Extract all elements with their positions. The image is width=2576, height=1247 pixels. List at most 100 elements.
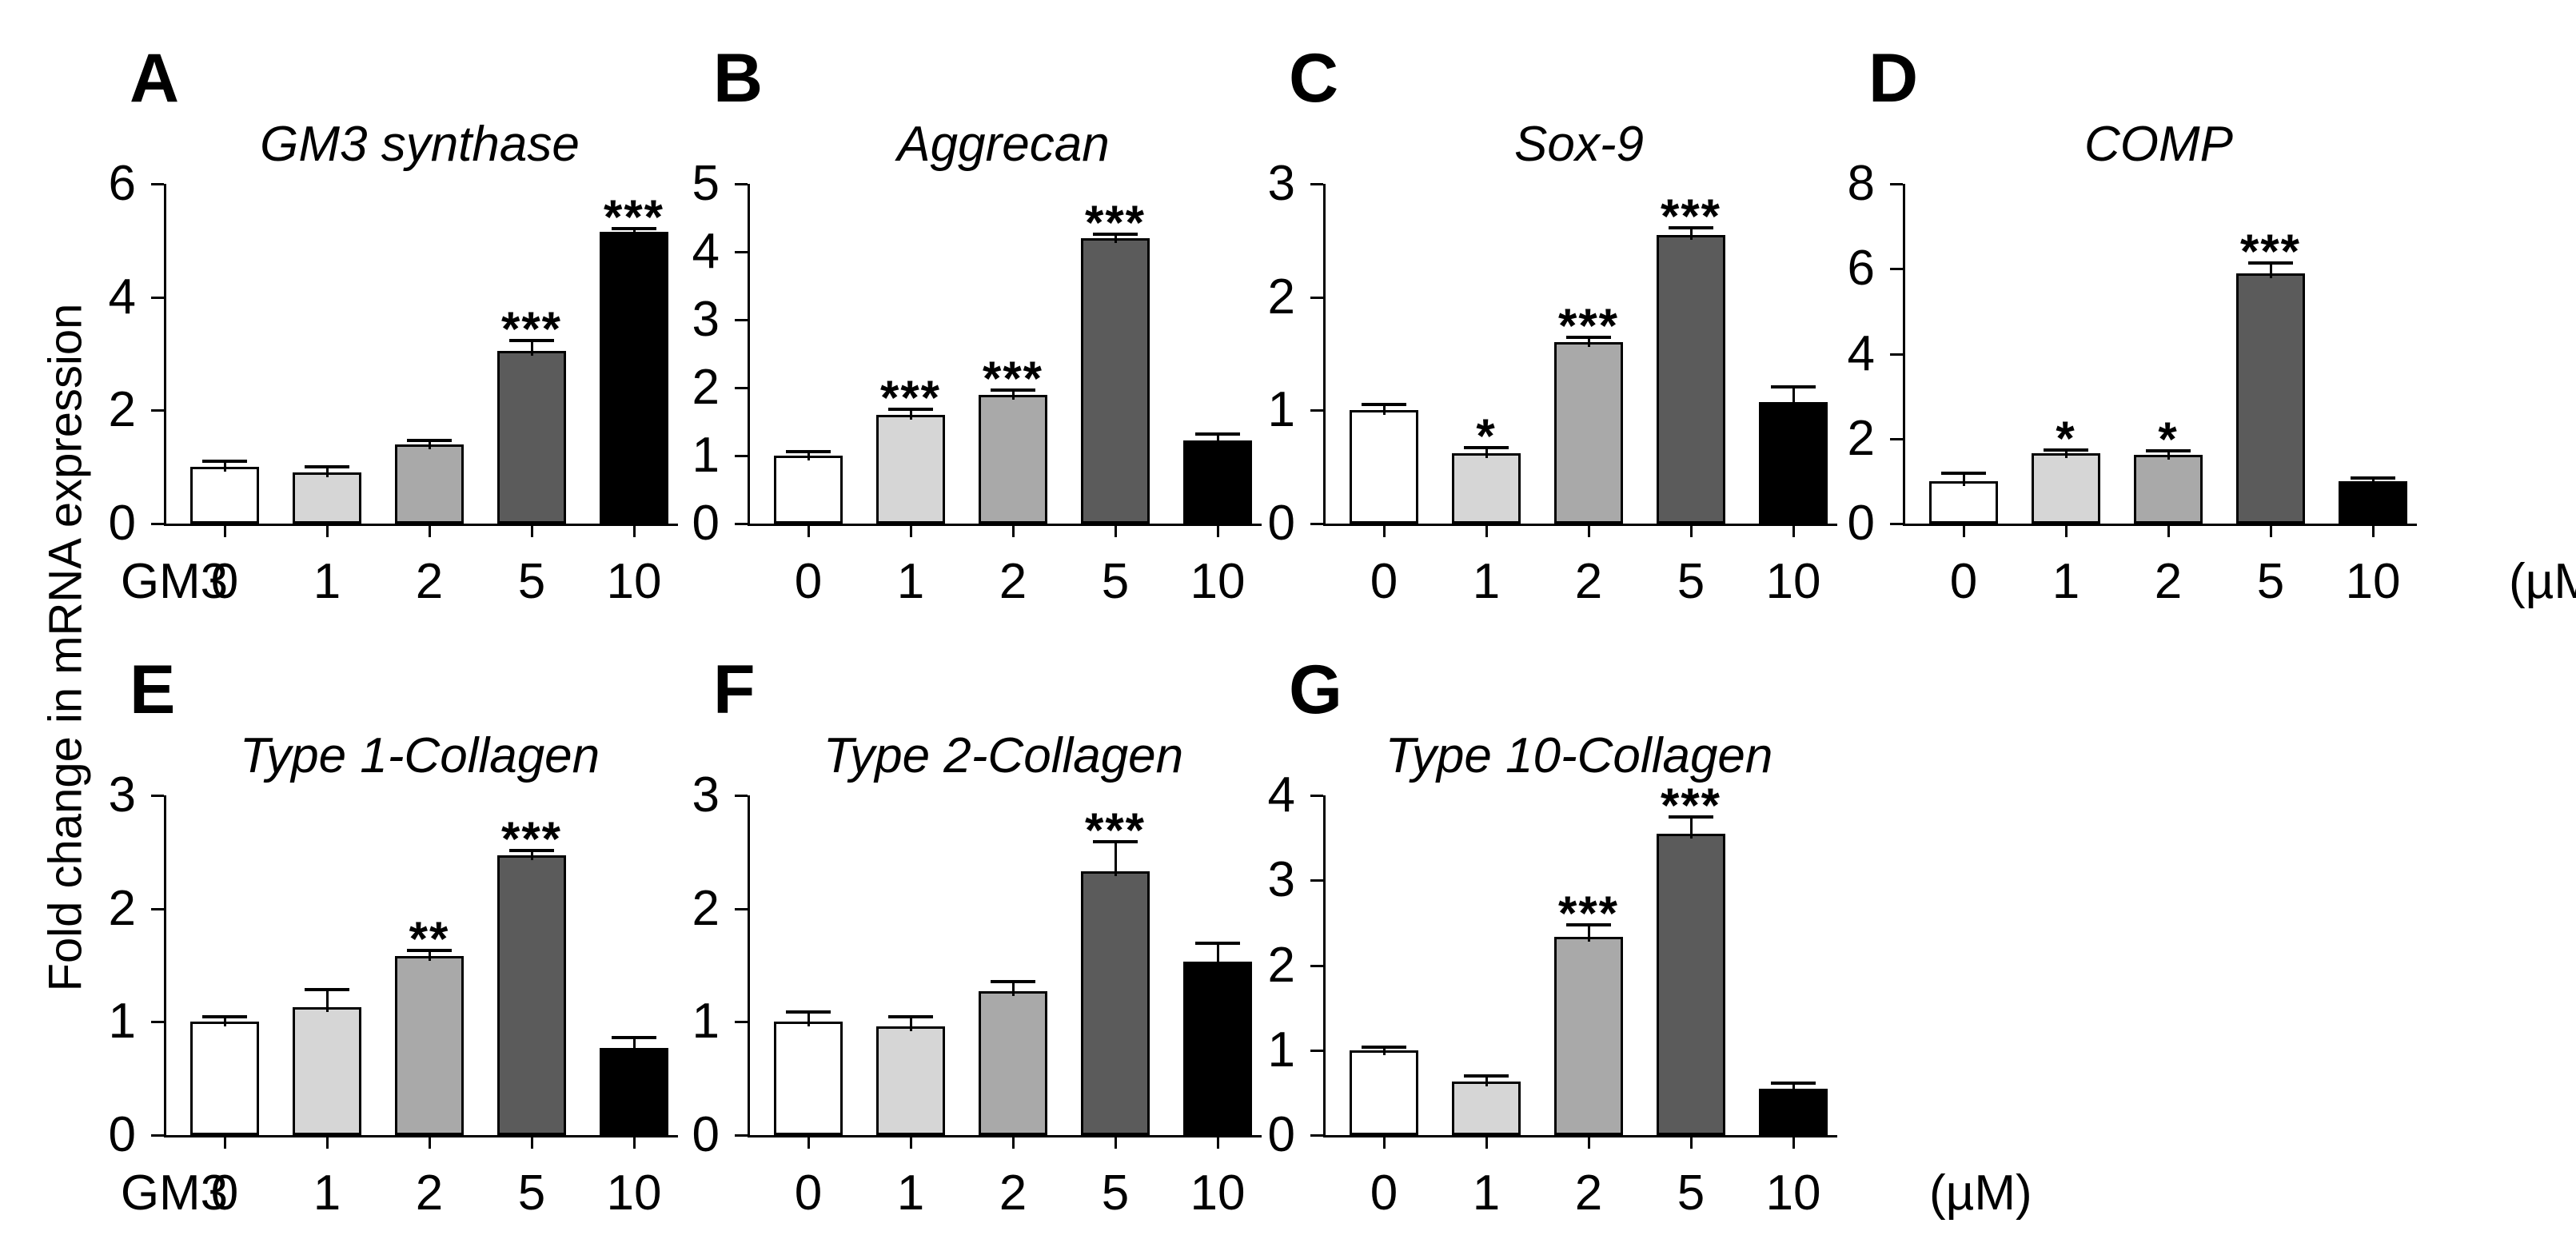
y-tick-mark	[735, 319, 748, 321]
x-tick-mark	[1587, 526, 1590, 537]
x-tick-mark	[807, 1137, 810, 1149]
error-bar-cap	[509, 848, 554, 852]
error-bar-cap	[1464, 445, 1509, 449]
x-category-label: 10	[1190, 554, 1246, 609]
y-tick-label: 2	[1267, 269, 1295, 325]
bar	[979, 394, 1047, 524]
error-bar	[2064, 451, 2068, 459]
y-tick-mark	[1310, 523, 1323, 525]
x-tick-mark	[325, 1137, 329, 1149]
error-bar	[807, 1014, 810, 1027]
significance-label: ***	[982, 352, 1044, 406]
error-bar-cap	[1195, 432, 1240, 436]
x-axis	[164, 1135, 678, 1137]
y-axis	[748, 184, 750, 526]
panel-letter: C	[1289, 40, 1339, 117]
error-bar	[1382, 1048, 1386, 1055]
error-bar-cap	[786, 450, 831, 454]
x-tick-mark	[1485, 1137, 1488, 1149]
x-category-label: 5	[1677, 1165, 1705, 1221]
error-bar-cap	[1093, 233, 1138, 237]
error-bar	[428, 442, 431, 449]
x-category-label: 1	[1472, 554, 1501, 609]
y-tick-label: 1	[692, 994, 720, 1050]
error-bar-cap	[612, 1035, 656, 1039]
x-tick-mark	[2371, 526, 2375, 537]
significance-label: *	[1476, 408, 1497, 463]
y-tick-label: 1	[108, 994, 136, 1050]
significance-label: ***	[500, 302, 563, 357]
error-bar-cap	[1464, 1074, 1509, 1078]
error-bar-cap	[305, 465, 349, 469]
error-bar	[1792, 1085, 1795, 1094]
error-bar-cap	[202, 459, 247, 463]
error-bar	[325, 468, 329, 478]
significance-label: ***	[879, 370, 942, 424]
error-bar	[1216, 436, 1219, 446]
plot-area: 0 1 2 3 0 1 2 *** 5 10	[692, 771, 1262, 1221]
y-tick-mark	[1310, 296, 1323, 299]
error-bar	[807, 453, 810, 460]
y-tick-mark	[1890, 183, 1903, 185]
error-bar	[1962, 474, 1965, 486]
x-category-label: 5	[517, 554, 546, 609]
x-category-label: 2	[415, 1165, 444, 1221]
y-tick-mark	[151, 183, 164, 185]
plot-area: 0 2 4 6 0 1 2 *** 5 *** 10 GM3	[109, 159, 678, 609]
chart-panel: G Type 10-Collagen 0 1 2 3 4 0 1 *** 2 *** 5 10 (µM)	[1247, 639, 2047, 1247]
x-tick-mark	[1587, 1137, 1590, 1149]
bar	[1657, 234, 1725, 524]
x-axis	[1323, 1135, 1837, 1137]
y-tick-mark	[151, 1021, 164, 1024]
bar	[1081, 238, 1150, 524]
x-category-label: 2	[2154, 554, 2183, 609]
significance-label: **	[409, 911, 450, 966]
bar	[1759, 1088, 1828, 1135]
y-tick-mark	[1310, 964, 1323, 967]
y-tick-label: 0	[692, 496, 720, 551]
y-tick-mark	[735, 387, 748, 389]
x-category-label: 2	[999, 554, 1027, 609]
y-tick-mark	[735, 907, 748, 910]
x-category-label: 1	[896, 1165, 925, 1221]
error-bar-cap	[1941, 471, 1986, 475]
y-tick-label: 1	[692, 428, 720, 483]
x-tick-mark	[1689, 526, 1693, 537]
bar	[1350, 410, 1418, 524]
chart-panel: B Aggrecan 0 1 2 3 4 5 0 *** 1 *** 2 *** 5 10	[672, 28, 1471, 635]
y-tick-mark	[151, 296, 164, 299]
significance-label: ***	[1557, 886, 1620, 940]
y-tick-label: 4	[1847, 325, 1875, 381]
x-tick-mark	[909, 526, 912, 537]
x-category-label: 1	[313, 554, 341, 609]
error-bar-cap	[305, 988, 349, 992]
x-tick-mark	[428, 526, 431, 537]
bar	[190, 1022, 259, 1135]
x-tick-mark	[1216, 1137, 1219, 1149]
bar	[1452, 1082, 1521, 1135]
error-bar-cap	[1771, 1082, 1816, 1086]
x-category-label: 5	[517, 1165, 546, 1221]
bar	[1183, 962, 1252, 1135]
panel-title: GM3 synthase	[260, 117, 580, 172]
x-category-label: 10	[1190, 1165, 1246, 1221]
x-tick-mark	[428, 1137, 431, 1149]
panel-letter: A	[130, 40, 180, 117]
y-tick-label: 3	[1267, 156, 1295, 211]
error-bar-cap	[2248, 261, 2293, 265]
bar	[1350, 1050, 1418, 1135]
y-tick-mark	[1310, 1049, 1323, 1052]
bar	[600, 232, 668, 524]
bar	[2236, 273, 2305, 524]
bar	[876, 1026, 945, 1135]
x-axis	[748, 1135, 1262, 1137]
error-bar	[530, 851, 533, 861]
x-tick-mark	[807, 526, 810, 537]
y-axis	[748, 795, 750, 1137]
panel-title: Aggrecan	[897, 117, 1110, 172]
y-tick-mark	[1310, 795, 1323, 797]
x-tick-mark	[1792, 526, 1795, 537]
y-tick-label: 4	[108, 269, 136, 325]
chart-panel: C Sox-9 0 1 2 3 0 * 1 *** 2 *** 5 10	[1247, 28, 2047, 635]
